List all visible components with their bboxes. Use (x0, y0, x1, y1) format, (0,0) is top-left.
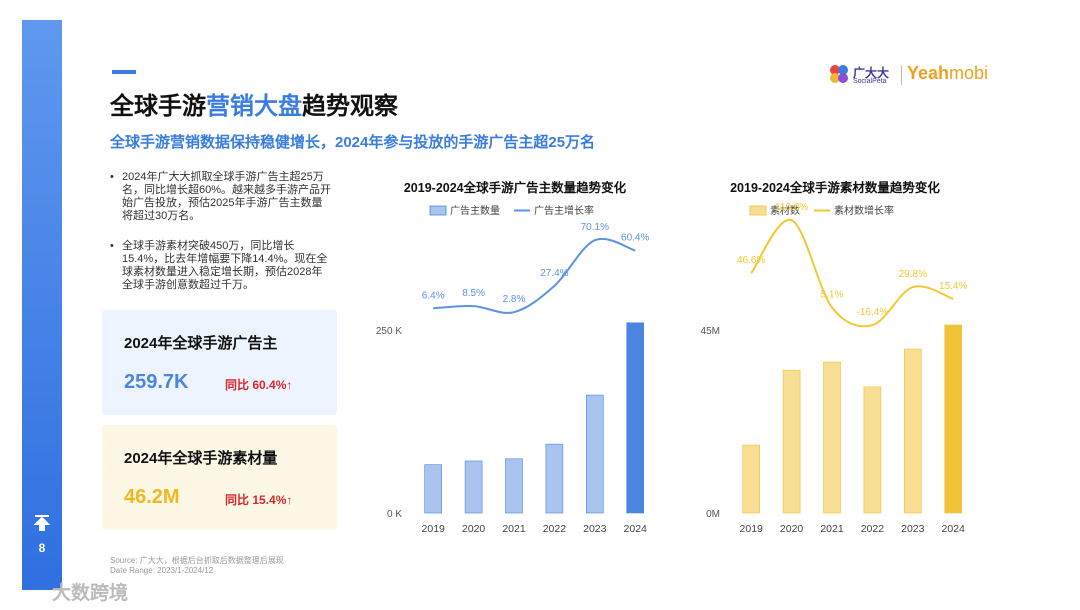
legend-swatch (749, 205, 767, 216)
source-line: Date Range: 2023/1-2024/12 (110, 566, 214, 575)
watermark: 大数跨境 (52, 583, 129, 604)
chart-title: 2019-2024全球手游广告主数量趋势变化 (404, 180, 627, 195)
card-value: 259.7K (124, 371, 189, 393)
source: Source: 广大大，根据后台抓取后数据整理后展现 Date Range: 20… (110, 556, 284, 576)
card-title: 2024年全球手游广告主 (124, 335, 278, 352)
legend-label: 素材数增长率 (834, 204, 894, 217)
bar (863, 386, 882, 514)
bar (545, 443, 564, 514)
x-tick-label: 2019 (422, 523, 446, 535)
data-label: 15.4% (939, 281, 967, 292)
x-tick-label: 2021 (820, 523, 844, 535)
bar (464, 460, 483, 514)
bar (505, 458, 523, 514)
card: 2024年全球手游素材量 46.2M 同比 15.4%↑ (102, 425, 337, 530)
partner-b: mobi (949, 63, 989, 83)
bar (823, 361, 841, 514)
divider (901, 65, 902, 85)
y-tick-label: 0 K (387, 509, 402, 520)
data-label: 5.1% (821, 289, 844, 300)
bar (903, 348, 922, 514)
line (433, 237, 636, 314)
legend-label: 素材数 (770, 204, 800, 217)
title-part: 趋势观察 (302, 93, 398, 120)
y-tick-label: 250 K (376, 326, 402, 337)
x-tick-label: 2020 (462, 523, 486, 535)
x-tick-label: 2024 (942, 523, 966, 535)
legend-swatch (429, 205, 447, 216)
card-title: 2024年全球手游素材量 (124, 450, 278, 467)
subtitle: 全球手游营销数据保持稳健增长，2024年参与投放的手游广告主超25万名 (110, 134, 596, 151)
accent (112, 70, 136, 74)
brand: 广大大 (853, 66, 890, 80)
legend-label: 广告主数量 (450, 204, 500, 217)
line (750, 219, 954, 328)
data-label: 8.5% (462, 288, 485, 299)
data-label: -16.4% (857, 307, 889, 318)
y-tick-label: 45M (701, 326, 720, 337)
bullet: 全球手游素材突破450万，同比增长15.4%，比去年增幅要下降14.4%。现在全… (110, 240, 332, 292)
bar (782, 369, 801, 514)
bar (585, 394, 604, 514)
x-tick-label: 2020 (780, 523, 804, 535)
chart-title: 2019-2024全球手游素材数量趋势变化 (730, 180, 940, 195)
bullet: 2024年广大大抓取全球手游广告主超25万名，同比增长超60%。越来越多手游产品… (110, 171, 332, 223)
x-tick-label: 2023 (901, 523, 925, 535)
y-tick-label: 0M (706, 509, 720, 520)
side-bar (22, 20, 62, 590)
data-label: 27.4% (540, 268, 568, 279)
card-change: 同比 15.4%↑ (225, 493, 293, 507)
bar (626, 322, 645, 514)
data-label: 46.6% (737, 255, 765, 266)
card: 2024年全球手游广告主 259.7K 同比 60.4%↑ (102, 310, 337, 415)
legend-label: 广告主增长率 (534, 204, 594, 217)
title-part: 全球手游 (110, 93, 206, 120)
title-part: 营销大盘 (206, 93, 302, 120)
partner-a: Yeah (907, 63, 950, 83)
x-tick-label: 2022 (543, 523, 567, 535)
source-line: Source: 广大大，根据后台抓取后数据整理后展现 (110, 556, 284, 565)
x-tick-label: 2021 (502, 523, 526, 535)
up-icon (33, 515, 51, 531)
data-label: 110.8% (775, 202, 808, 213)
x-tick-label: 2024 (624, 523, 648, 535)
title: 全球手游营销大盘趋势观察 (110, 86, 398, 121)
bar (944, 324, 963, 514)
data-label: 29.8% (899, 269, 927, 280)
data-label: 60.4% (621, 233, 649, 244)
bar (424, 464, 443, 514)
x-tick-label: 2022 (861, 523, 885, 535)
x-tick-label: 2019 (740, 523, 764, 535)
data-label: 70.1% (581, 222, 609, 233)
bar (742, 444, 761, 514)
data-label: 2.8% (503, 294, 526, 305)
partner: Yeahmobi (907, 63, 988, 84)
x-tick-label: 2023 (583, 523, 607, 535)
logo-icon (830, 65, 848, 83)
page-number: 8 (38, 541, 46, 555)
data-label: 6.4% (422, 290, 445, 301)
card-change: 同比 60.4%↑ (225, 378, 293, 392)
brand-sub: SocialPeta (853, 78, 887, 85)
card-value: 46.2M (124, 486, 180, 508)
